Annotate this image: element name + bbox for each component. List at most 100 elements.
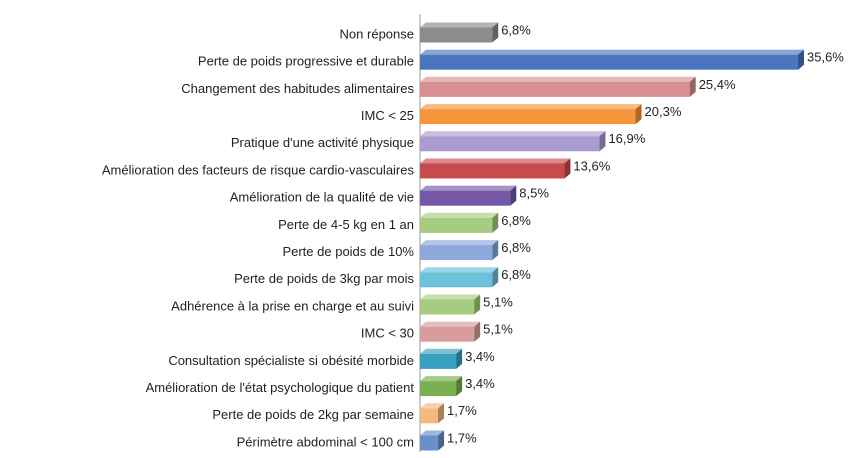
bar-side-shade	[456, 348, 463, 369]
bar-side-shade	[492, 240, 499, 261]
bar	[420, 54, 798, 70]
bar-top	[420, 348, 463, 354]
bar-side	[492, 212, 499, 233]
value-label: 6,8%	[501, 22, 531, 37]
bar-side	[456, 376, 463, 397]
value-label: 3,4%	[465, 376, 495, 391]
category-label: Non réponse	[340, 26, 414, 41]
bar-top-shade	[420, 240, 499, 246]
bar	[420, 381, 457, 397]
bar-top-shade	[420, 348, 463, 354]
category-label: Perte de poids de 2kg par semaine	[212, 407, 414, 422]
value-label: 8,5%	[519, 186, 549, 201]
bar-top	[420, 131, 606, 137]
value-label: 5,1%	[483, 322, 513, 337]
bar-top-shade	[420, 76, 696, 82]
bar-top-shade	[420, 158, 571, 164]
bar-side-shade	[599, 131, 606, 152]
bar-top-shade	[420, 430, 445, 436]
bar	[420, 299, 475, 315]
bar-side-shade	[438, 430, 445, 451]
bar	[420, 353, 457, 369]
category-label: Perte de poids de 3kg par mois	[234, 271, 414, 286]
category-label: Changement des habitudes alimentaires	[181, 81, 414, 96]
value-label: 25,4%	[699, 77, 736, 92]
category-label: Amélioration de la qualité de vie	[230, 190, 414, 205]
bar-side	[689, 76, 696, 97]
bar-top-shade	[420, 185, 517, 191]
category-label: Perte de poids progressive et durable	[198, 54, 414, 69]
value-label: 20,3%	[645, 104, 682, 119]
bar	[420, 272, 493, 288]
bar-side	[635, 104, 642, 125]
value-label: 3,4%	[465, 349, 495, 364]
bar-top	[420, 22, 499, 28]
bar-top-shade	[420, 294, 481, 300]
category-label: Perte de 4-5 kg en 1 an	[278, 217, 414, 232]
bar-side-shade	[689, 76, 696, 97]
bar-side	[438, 430, 445, 451]
bar-side-shade	[474, 321, 481, 342]
bar-top-shade	[420, 403, 445, 409]
bar	[420, 190, 511, 206]
bar	[420, 163, 565, 179]
bar-top	[420, 267, 499, 273]
bar-side	[492, 240, 499, 261]
bar-side	[438, 403, 445, 424]
bar-top	[420, 104, 642, 110]
bar-side	[564, 158, 571, 179]
bar-top-shade	[420, 267, 499, 273]
bar	[420, 109, 636, 125]
bar-side-shade	[564, 158, 571, 179]
bar	[420, 408, 439, 424]
bar-side-shade	[474, 294, 481, 315]
bar-side-shade	[492, 267, 499, 288]
bar-top	[420, 185, 517, 191]
bar	[420, 217, 493, 233]
bar-top	[420, 403, 445, 409]
category-label: Perte de poids de 10%	[282, 244, 414, 259]
bar	[420, 136, 600, 152]
bar-side-shade	[635, 104, 642, 125]
value-label: 1,7%	[447, 403, 477, 418]
bar-side	[492, 267, 499, 288]
category-label: Adhérence à la prise en charge et au sui…	[171, 298, 414, 313]
bar-side-shade	[510, 185, 517, 206]
value-label: 1,7%	[447, 430, 477, 445]
bar-side	[474, 294, 481, 315]
bar	[420, 245, 493, 261]
bar-top	[420, 376, 463, 382]
category-label: Amélioration de l'état psychologique du …	[146, 380, 415, 395]
bar-top-shade	[420, 22, 499, 28]
bar	[420, 81, 690, 97]
category-label: IMC < 30	[361, 326, 414, 341]
category-label: IMC < 25	[361, 108, 414, 123]
bar-side-shade	[492, 22, 499, 43]
bar-top-shade	[420, 131, 606, 137]
value-label: 5,1%	[483, 294, 513, 309]
bar-side	[456, 348, 463, 369]
value-label: 13,6%	[573, 158, 610, 173]
bar-side-shade	[492, 212, 499, 233]
bar	[420, 435, 439, 451]
bar-top	[420, 321, 481, 327]
bar-top	[420, 158, 571, 164]
bar-top	[420, 294, 481, 300]
bar	[420, 27, 493, 43]
value-label: 6,8%	[501, 213, 531, 228]
category-label: Consultation spécialiste si obésité morb…	[168, 353, 414, 368]
bar-top	[420, 212, 499, 218]
bar-side	[798, 49, 804, 70]
value-label: 6,8%	[501, 267, 531, 282]
category-label: Amélioration des facteurs de risque card…	[102, 162, 415, 177]
bar-side-shade	[438, 403, 445, 424]
bar-side	[492, 22, 499, 43]
value-label: 35,6%	[807, 50, 844, 65]
category-label: Périmètre abdominal < 100 cm	[237, 434, 414, 449]
value-label: 6,8%	[501, 240, 531, 255]
category-label: Pratique d'une activité physique	[231, 135, 414, 150]
bar-side	[510, 185, 517, 206]
bar-top-shade	[420, 212, 499, 218]
bar-side-shade	[456, 376, 463, 397]
